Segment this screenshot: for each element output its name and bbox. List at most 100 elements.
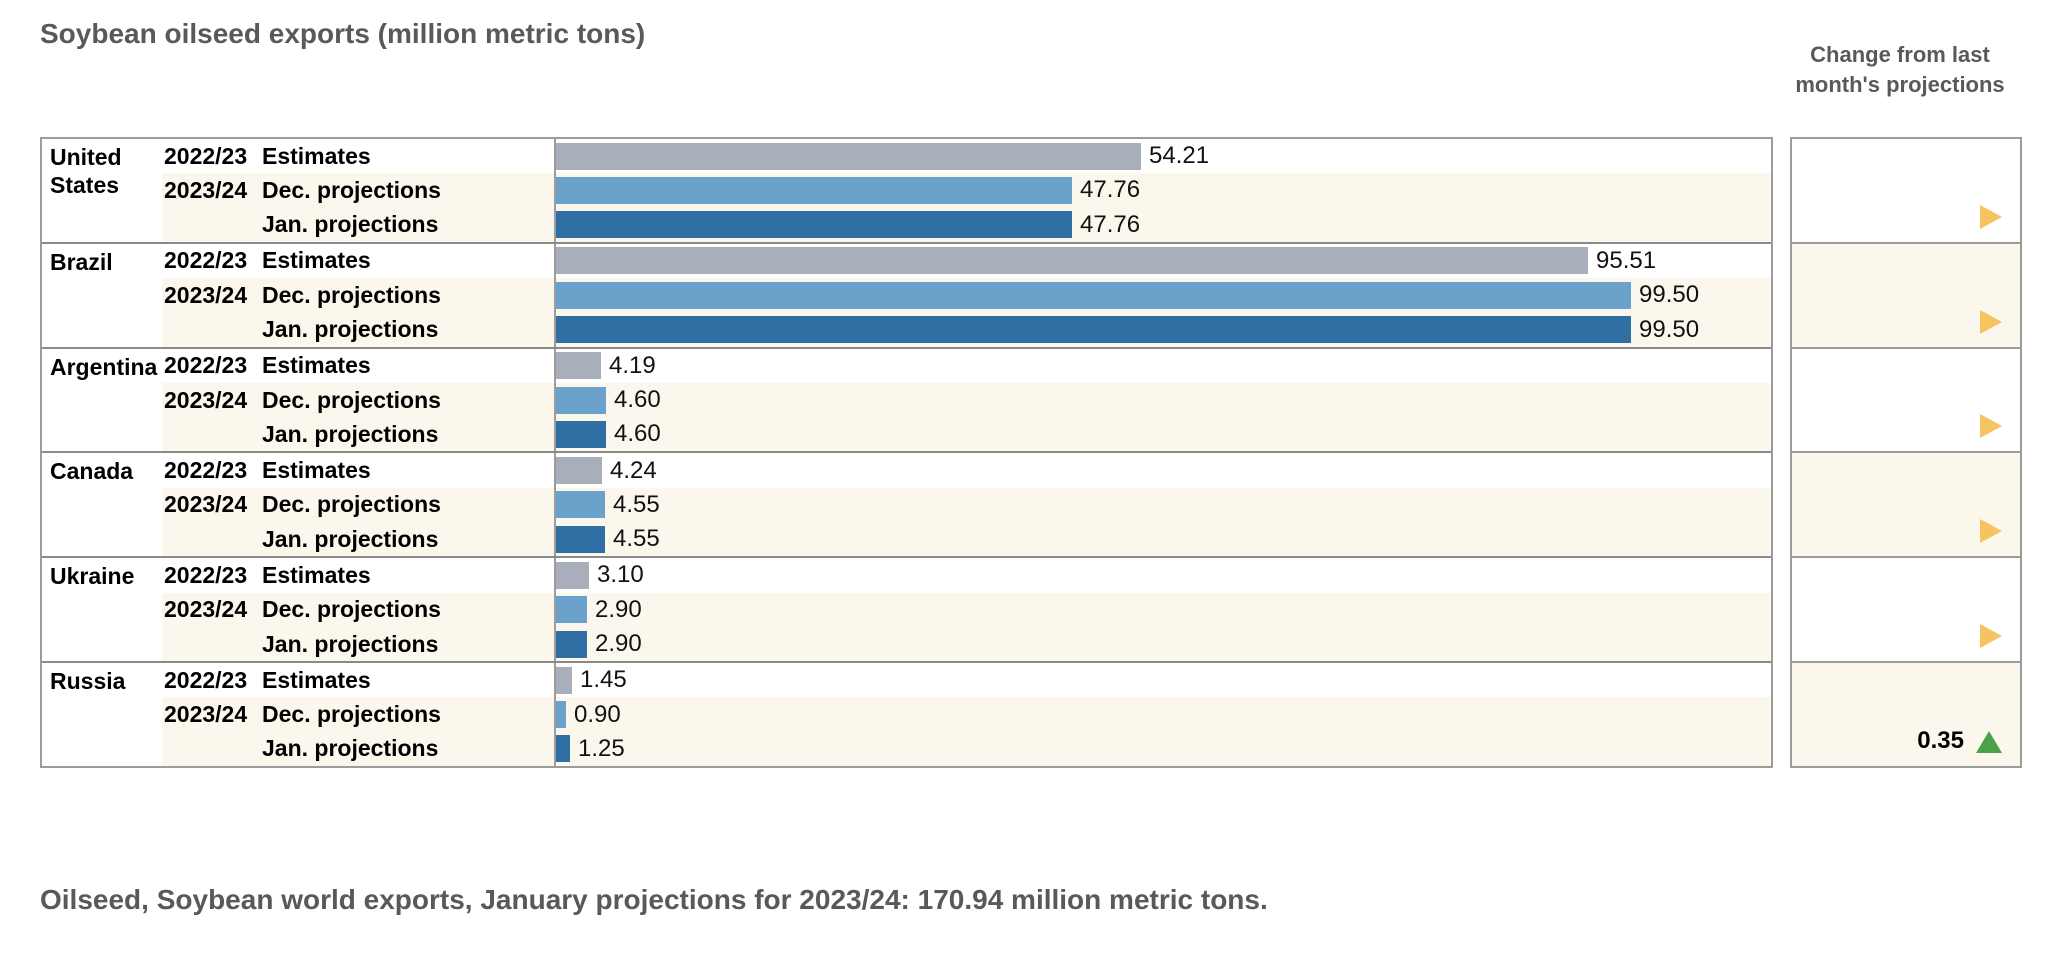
table-row: 2023/24 Dec. projections 4.55 (42, 487, 1771, 523)
year-label: 2023/24 (162, 487, 254, 523)
country-group: Argentina 2022/23 Estimates 4.19 2023/24 Dec.… (42, 346, 1771, 452)
country-group: Canada 2022/23 Estimates 4.24 2023/24 Dec. pr… (42, 451, 1771, 557)
world-total-caption: Oilseed, Soybean world exports, January … (40, 884, 1268, 915)
country-label: Canada (50, 458, 134, 485)
export-bar (556, 491, 605, 519)
year-label: 2022/23 (164, 457, 248, 484)
bar-value: 1.25 (578, 734, 625, 762)
bar-cell: 1.45 (554, 663, 1771, 698)
bar-value: 0.90 (574, 700, 621, 728)
bar-cell: 47.76 (554, 173, 1771, 208)
year-label (162, 417, 254, 452)
bar-value: 2.90 (595, 630, 642, 658)
export-bar (556, 386, 606, 414)
export-bar (556, 525, 605, 553)
country-cell-spacer (42, 173, 162, 208)
year-label: 2022/23 (164, 666, 248, 693)
export-bar (556, 142, 1141, 170)
year-label (162, 626, 254, 662)
no-change-icon (1980, 204, 2002, 229)
bar-cell: 2.90 (554, 626, 1771, 662)
bar-cell: 99.50 (554, 278, 1771, 313)
year-label: 2022/23 (164, 352, 248, 379)
year-label (162, 207, 254, 242)
change-cell (1792, 346, 2020, 452)
export-bar (556, 420, 606, 448)
export-bar (556, 211, 1072, 239)
country-group: Ukraine 2022/23 Estimates 3.10 2023/24 Dec. p… (42, 556, 1771, 662)
bar-cell: 54.21 (554, 139, 1771, 174)
bar-cell: 0.90 (554, 697, 1771, 732)
country-cell-spacer (42, 382, 162, 418)
series-label: Estimates (262, 457, 371, 484)
series-label: Estimates (262, 666, 371, 693)
bar-cell: 1.25 (554, 731, 1771, 766)
year-label (162, 312, 254, 347)
table-row: 2023/24 Dec. projections 47.76 (42, 173, 1771, 208)
year-label: 2023/24 (162, 382, 254, 418)
country-cell-spacer (42, 207, 162, 242)
bar-cell: 4.24 (554, 453, 1771, 488)
country-cell-spacer (42, 278, 162, 313)
country-cell-spacer (42, 522, 162, 557)
no-change-icon (1980, 414, 2002, 439)
series-label: Dec. projections (254, 382, 554, 418)
series-label: Dec. projections (254, 697, 554, 732)
table-row: Jan. projections 2.90 (42, 626, 1771, 662)
bar-value: 4.19 (609, 351, 656, 379)
table-row: Jan. projections 4.60 (42, 417, 1771, 452)
table-row: 2022/23 Estimates 1.45 (42, 663, 1771, 698)
bar-cell: 99.50 (554, 312, 1771, 347)
country-cell-spacer (42, 592, 162, 627)
change-cell (1792, 241, 2020, 347)
change-cell: 0.35 (1792, 661, 2020, 766)
export-bar (556, 561, 589, 589)
series-label: Jan. projections (254, 522, 554, 557)
bar-cell: 47.76 (554, 207, 1771, 242)
year-label: 2022/23 (164, 247, 248, 274)
export-bar (556, 247, 1588, 275)
series-label: Estimates (262, 352, 371, 379)
series-label: Estimates (262, 247, 371, 274)
increase-icon (1976, 730, 2002, 753)
bar-value: 3.10 (597, 561, 644, 589)
bar-cell: 4.55 (554, 487, 1771, 523)
bar-value: 4.60 (614, 420, 661, 448)
bar-value: 1.45 (580, 666, 627, 694)
country-cell-spacer (42, 626, 162, 662)
country-cell-spacer (42, 697, 162, 732)
series-label: Dec. projections (254, 278, 554, 313)
series-label: Jan. projections (254, 626, 554, 662)
table-row: Jan. projections 4.55 (42, 522, 1771, 557)
change-column-header-line2: month's projections (1795, 72, 2005, 97)
year-label: 2023/24 (162, 592, 254, 627)
country-cell-spacer (42, 487, 162, 523)
bar-cell: 4.19 (554, 348, 1771, 383)
country-label: Brazil (50, 248, 113, 275)
bar-value: 4.55 (613, 525, 660, 553)
country-cell-spacer (42, 139, 162, 174)
country-label: Ukraine (50, 563, 135, 590)
series-label: Dec. projections (254, 487, 554, 523)
series-label: Jan. projections (254, 731, 554, 766)
country-group: Russia 2022/23 Estimates 1.45 2023/24 Dec. pr… (42, 661, 1771, 766)
export-bar (556, 701, 566, 729)
table-row: 2023/24 Dec. projections 0.90 (42, 697, 1771, 732)
export-bar (556, 176, 1072, 204)
year-label: 2023/24 (162, 173, 254, 208)
no-change-icon (1980, 519, 2002, 544)
bar-value: 2.90 (595, 595, 642, 623)
series-label: Estimates (262, 561, 371, 588)
change-value: 0.35 (1917, 726, 1964, 754)
change-cell (1792, 556, 2020, 662)
series-label: Jan. projections (254, 207, 554, 242)
bar-cell: 4.60 (554, 417, 1771, 452)
year-label (162, 731, 254, 766)
country-cell-spacer (42, 417, 162, 452)
table-row: 2022/23 Estimates 4.24 (42, 453, 1771, 488)
table-row: 2022/23 Estimates 54.21 (42, 139, 1771, 174)
change-cell (1792, 451, 2020, 557)
country-cell-spacer (42, 558, 162, 593)
table-row: Jan. projections 99.50 (42, 312, 1771, 347)
no-change-icon (1980, 624, 2002, 649)
